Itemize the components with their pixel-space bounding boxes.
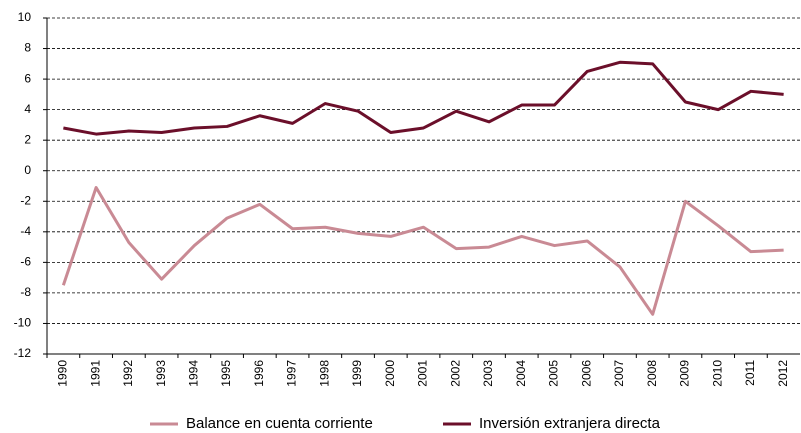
x-tick-label: 2009 <box>678 360 692 387</box>
y-tick-label: -8 <box>20 285 31 299</box>
x-tick-label: 1995 <box>219 360 233 387</box>
y-tick-label: 2 <box>24 132 31 146</box>
y-tick-label: -12 <box>14 346 32 360</box>
x-tick-label: 2012 <box>776 360 790 387</box>
legend-label: Inversión extranjera directa <box>479 415 661 432</box>
y-tick-label: 4 <box>24 102 31 116</box>
x-tick-label: 1998 <box>317 360 331 387</box>
y-tick-label: 10 <box>18 10 32 24</box>
x-tick-label: 1999 <box>350 360 364 387</box>
y-tick-label: -2 <box>20 193 31 207</box>
x-tick-label: 1992 <box>121 360 135 387</box>
line-series <box>63 60 784 136</box>
x-tick-label: 1994 <box>186 360 200 387</box>
x-tick-label: 1993 <box>154 360 168 387</box>
x-tick-label: 2006 <box>579 360 593 387</box>
x-tick-label: 2002 <box>448 360 462 387</box>
x-tick-label: 1997 <box>285 360 299 387</box>
y-tick-label: 6 <box>24 71 31 85</box>
x-tick-label: 2000 <box>383 360 397 387</box>
line-series <box>61 186 784 316</box>
x-tick-label: 1991 <box>88 360 102 387</box>
x-tick-label: 2003 <box>481 360 495 387</box>
x-tick-label: 1990 <box>56 360 70 387</box>
x-tick-label: 2011 <box>743 360 757 386</box>
x-tick-label: 1996 <box>252 360 266 387</box>
x-tick-label: 2010 <box>710 360 724 387</box>
x-tick-label: 2008 <box>645 360 659 387</box>
legend-label: Balance en cuenta corriente <box>186 415 373 432</box>
y-tick-label: -6 <box>20 255 31 269</box>
x-tick-label: 2005 <box>547 360 561 387</box>
x-tick-label: 2001 <box>416 360 430 387</box>
y-tick-label: 0 <box>24 163 31 177</box>
x-tick-label: 2007 <box>612 360 626 387</box>
y-tick-label: -4 <box>20 224 31 238</box>
y-tick-label: -10 <box>14 316 32 330</box>
x-tick-label: 2004 <box>514 360 528 387</box>
y-tick-label: 8 <box>24 41 31 55</box>
